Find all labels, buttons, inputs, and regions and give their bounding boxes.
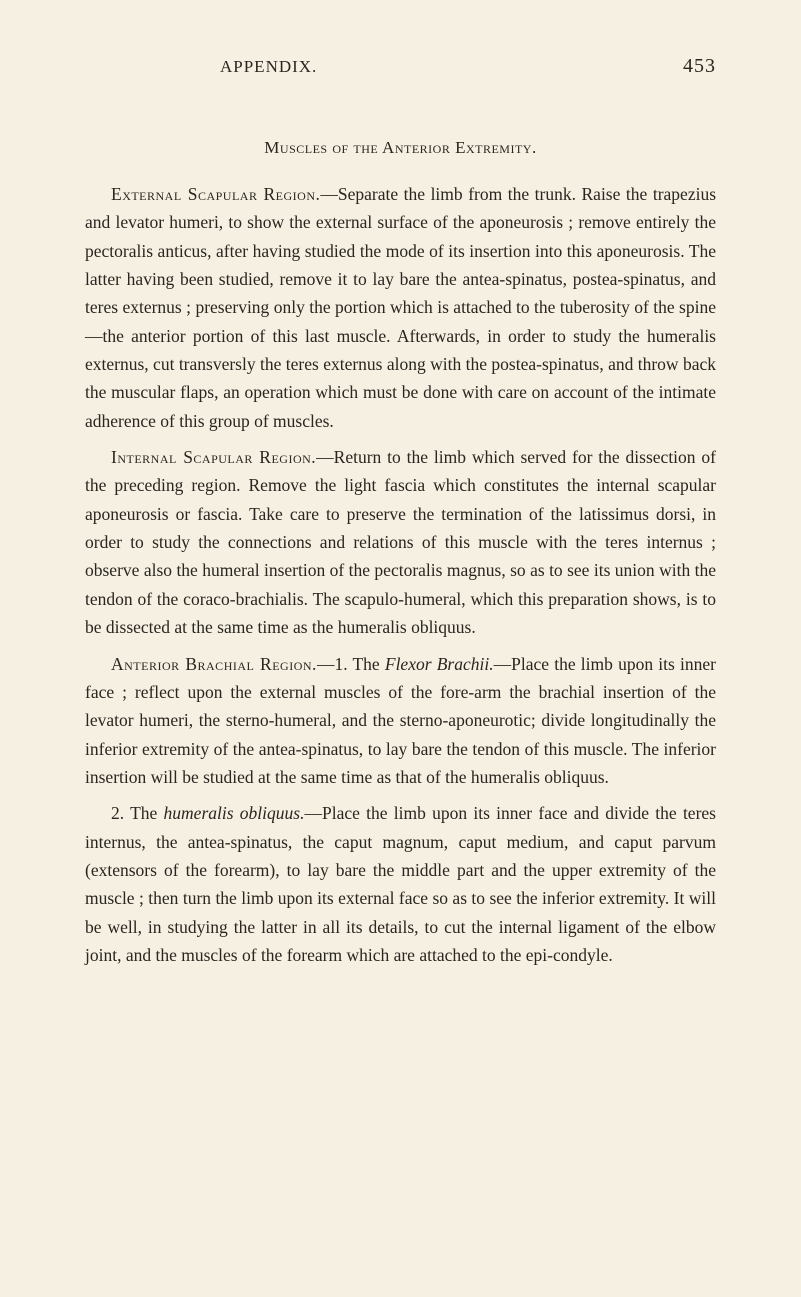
paragraph-1: External Scapular Region.—Separate the l… xyxy=(85,180,716,435)
paragraph-2-lead: Internal Scapular Region. xyxy=(111,447,316,467)
paragraph-1-body: —Separate the limb from the trunk. Raise… xyxy=(85,184,716,431)
document-page: APPENDIX. 453 Muscles of the Anterior Ex… xyxy=(0,0,801,1027)
paragraph-3-num: —1. The xyxy=(317,654,385,674)
section-title: Muscles of the Anterior Extremity. xyxy=(85,138,716,158)
paragraph-4: 2. The humeralis obliquus.—Place the lim… xyxy=(85,799,716,969)
paragraph-2-body: —Return to the limb which served for the… xyxy=(85,447,716,637)
paragraph-2: Internal Scapular Region.—Return to the … xyxy=(85,443,716,641)
header-title: APPENDIX. xyxy=(220,57,317,77)
page-number: 453 xyxy=(683,55,716,78)
paragraph-4-body: —Place the limb upon its inner face and … xyxy=(85,803,716,965)
paragraph-4-italic: humeralis obliquus. xyxy=(164,803,305,823)
paragraph-1-lead: External Scapular Region. xyxy=(111,184,320,204)
page-header: APPENDIX. 453 xyxy=(85,55,716,78)
paragraph-3-italic: Flexor Brachii. xyxy=(385,654,494,674)
paragraph-3-lead: Anterior Brachial Region. xyxy=(111,654,317,674)
paragraph-4-num: 2. The xyxy=(111,803,164,823)
paragraph-3: Anterior Brachial Region.—1. The Flexor … xyxy=(85,650,716,792)
